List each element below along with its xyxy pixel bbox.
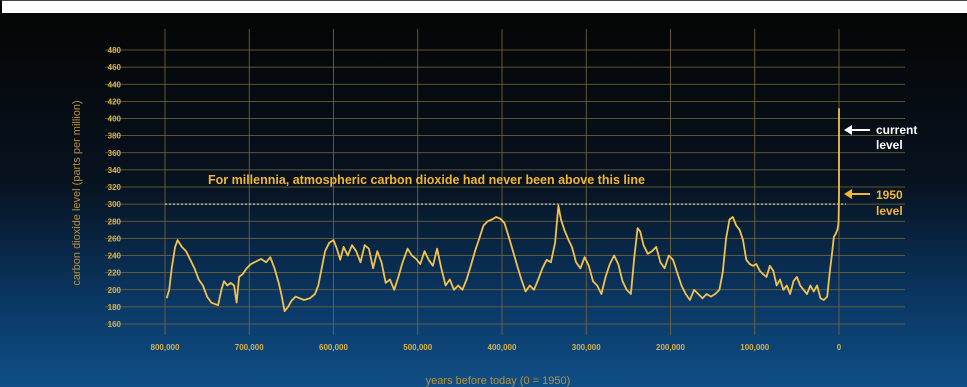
y-tick-label: 180 <box>108 303 122 312</box>
level-1950-arrow-icon <box>844 189 852 199</box>
y-tick-label: 320 <box>108 183 122 192</box>
y-axis-label: carbon dioxide level (parts per million) <box>71 100 83 285</box>
current-label-line2: level <box>876 138 903 152</box>
current-level-marker: current level <box>844 123 917 152</box>
x-tick-label: 300,000 <box>572 343 601 352</box>
co2-chart: 160 180 200 220 240 260 280 300 320 340 360 380 400 4… <box>0 13 967 387</box>
x-tick-label: 0 <box>837 343 842 352</box>
x-tick-label: 600,000 <box>319 343 348 352</box>
reference-line-annotation: For millennia, atmospheric carbon dioxid… <box>208 173 645 187</box>
y-tick-label: 240 <box>108 252 122 261</box>
y-tick-label: 380 <box>108 132 122 141</box>
y-axis-ticks: 160 180 200 220 240 260 280 300 320 340 360 380 400 4… <box>108 46 122 329</box>
current-label-line1: current <box>876 123 917 137</box>
y-tick-label: 260 <box>108 234 122 243</box>
y-tick-label: 200 <box>108 286 122 295</box>
y-tick-label: 440 <box>108 80 122 89</box>
x-tick-label: 500,000 <box>403 343 432 352</box>
y-tick-label: 360 <box>108 149 122 158</box>
y-tick-label: 220 <box>108 269 122 278</box>
y-tick-label: 340 <box>108 166 122 175</box>
current-arrow-icon <box>844 125 852 135</box>
x-axis-ticks: 800,000 700,000 600,000 500,000 400,000 300,0… <box>151 343 842 352</box>
level-1950-label-line1: 1950 <box>876 188 903 202</box>
x-tick-label: 800,000 <box>151 343 180 352</box>
x-axis-label: years before today (0 = 1950) <box>426 375 571 387</box>
co2-series-line <box>165 108 840 313</box>
level-1950-marker: 1950 level <box>844 188 903 218</box>
level-1950-label-line2: level <box>876 204 903 218</box>
x-tick-label: 400,000 <box>488 343 517 352</box>
chart-background <box>0 13 967 387</box>
y-tick-label: 160 <box>108 320 122 329</box>
y-tick-label: 480 <box>108 46 122 55</box>
y-tick-label: 400 <box>108 115 122 124</box>
x-tick-label: 100,000 <box>740 343 769 352</box>
grid-lines <box>105 29 905 335</box>
x-tick-label: 700,000 <box>235 343 264 352</box>
top-border-strip <box>0 0 967 13</box>
y-tick-label: 280 <box>108 217 122 226</box>
y-tick-label: 460 <box>108 63 122 72</box>
y-tick-label: 420 <box>108 97 122 106</box>
y-tick-label: 300 <box>108 200 122 209</box>
x-tick-label: 200,000 <box>656 343 685 352</box>
